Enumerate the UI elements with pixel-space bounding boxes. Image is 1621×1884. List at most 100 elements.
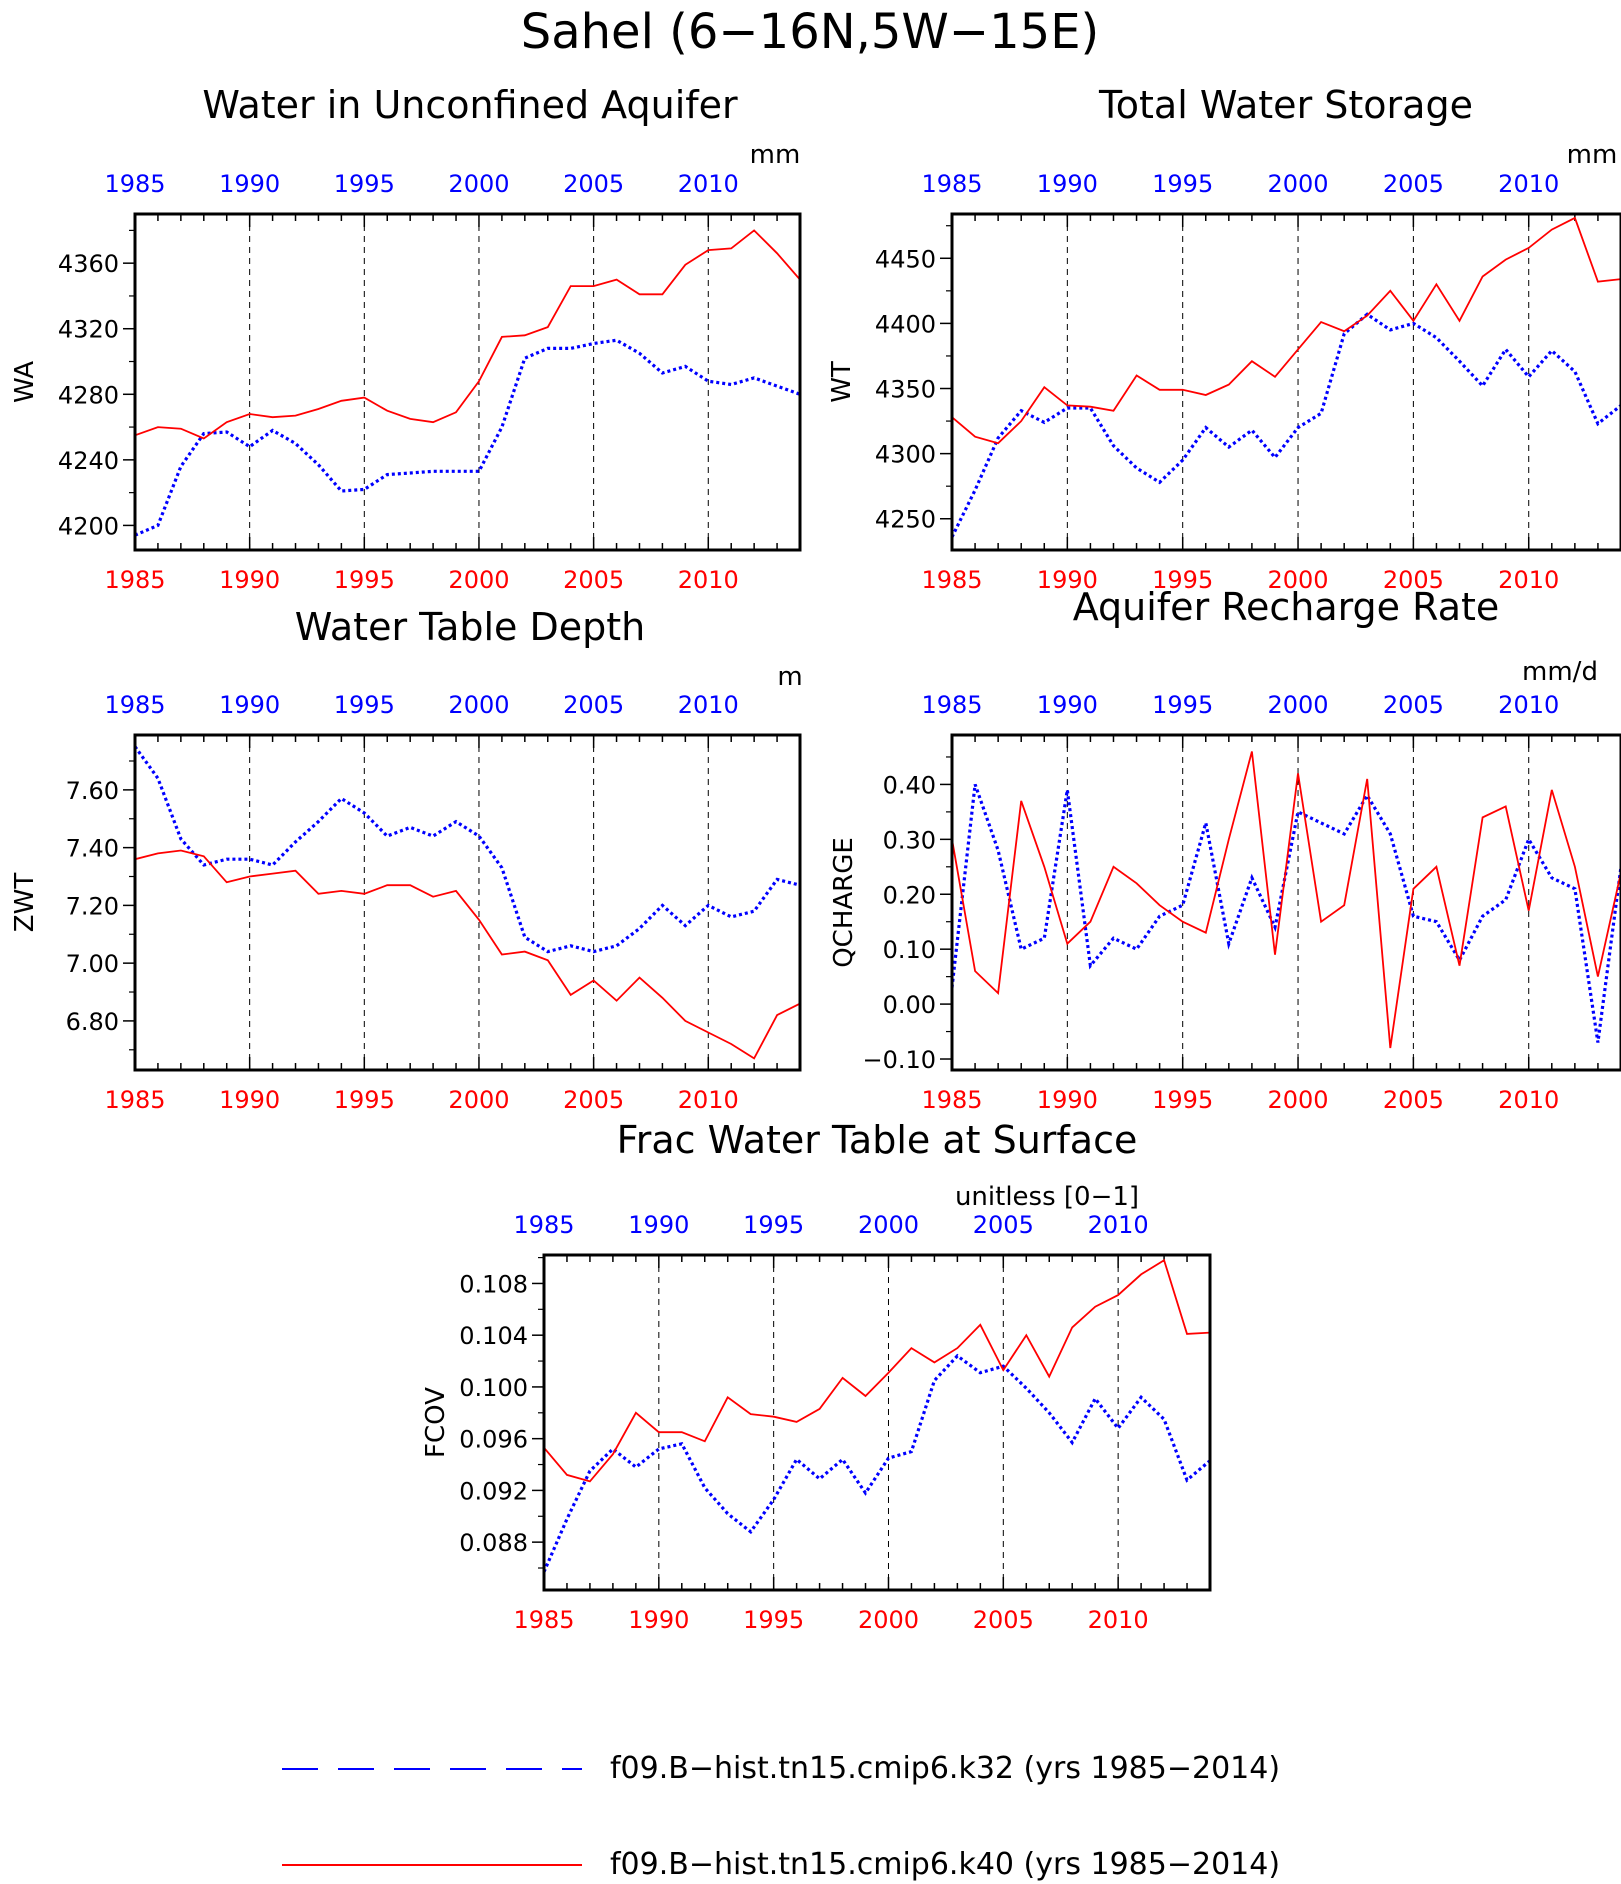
y-tick-label: 6.80 bbox=[66, 1008, 119, 1036]
x-tick-label-bottom: 2000 bbox=[448, 566, 509, 594]
y-axis-label: FCOV bbox=[421, 1387, 451, 1458]
x-tick-label-top: 2000 bbox=[1267, 691, 1328, 719]
y-tick-label: 4200 bbox=[58, 512, 119, 540]
x-tick-label-bottom: 2010 bbox=[678, 1086, 739, 1114]
x-tick-label-bottom: 2005 bbox=[563, 1086, 624, 1114]
x-tick-label-top: 1995 bbox=[334, 170, 395, 198]
panel-title: Frac Water Table at Surface bbox=[617, 1118, 1138, 1162]
units-label: mm/d bbox=[1522, 657, 1598, 687]
panel-zwt: Water Table Depth m ZWT 6.80 7.00 7.20 7.40 7.6… bbox=[10, 605, 803, 1114]
plot-frame bbox=[950, 733, 1621, 1072]
panel-wa: Water in Unconfined Aquifer mm WA 4200 4240 4… bbox=[10, 83, 802, 594]
series-line-k40 bbox=[544, 1258, 1210, 1483]
y-tick-label: 4250 bbox=[875, 506, 936, 534]
x-tick-label-bottom: 2010 bbox=[1498, 1086, 1559, 1114]
y-axis-label: ZWT bbox=[10, 873, 40, 933]
units-label: m bbox=[777, 662, 802, 692]
x-tick-label-bottom: 1990 bbox=[219, 566, 280, 594]
x-tick-label-bottom: 1995 bbox=[334, 566, 395, 594]
y-tick-label: 4240 bbox=[58, 447, 119, 475]
x-tick-label-bottom: 2010 bbox=[1498, 566, 1559, 594]
panels: Water in Unconfined Aquifer mm WA 4200 4240 4… bbox=[10, 83, 1621, 1634]
units-label: unitless [0−1] bbox=[955, 1182, 1139, 1212]
x-tick-label-bottom: 1985 bbox=[104, 566, 165, 594]
legend: f09.B−hist.tn15.cmip6.k32 (yrs 1985−2014… bbox=[282, 1751, 1280, 1882]
x-tick-label-bottom: 1995 bbox=[743, 1606, 804, 1634]
x-tick-label-top: 1995 bbox=[743, 1211, 804, 1239]
x-tick-label-top: 2000 bbox=[448, 691, 509, 719]
x-tick-label-bottom: 2000 bbox=[858, 1606, 919, 1634]
y-tick-label: 4280 bbox=[58, 381, 119, 409]
y-axis-label: WA bbox=[10, 361, 40, 403]
y-tick-label: 4300 bbox=[875, 441, 936, 469]
x-tick-label-top: 2000 bbox=[858, 1211, 919, 1239]
y-tick-label: 4450 bbox=[875, 245, 936, 273]
series-line-k32 bbox=[135, 338, 800, 537]
panel-fcov: Frac Water Table at Surface unitless [0−1… bbox=[421, 1118, 1212, 1634]
series-line-k32 bbox=[952, 783, 1621, 1043]
plot-frame bbox=[133, 212, 802, 552]
x-tick-label-top: 2000 bbox=[1267, 170, 1328, 198]
x-tick-label-top: 1995 bbox=[1152, 691, 1213, 719]
panel-title: Water Table Depth bbox=[295, 605, 646, 649]
x-tick-label-top: 2005 bbox=[973, 1211, 1034, 1239]
series-line-k40 bbox=[135, 229, 800, 440]
x-tick-label-top: 2010 bbox=[1088, 1211, 1149, 1239]
y-tick-label: 4320 bbox=[58, 316, 119, 344]
x-tick-label-bottom: 1990 bbox=[219, 1086, 280, 1114]
x-tick-label-top: 2000 bbox=[448, 170, 509, 198]
y-tick-label: 4400 bbox=[875, 310, 936, 338]
legend-label: f09.B−hist.tn15.cmip6.k32 (yrs 1985−2014… bbox=[610, 1751, 1280, 1786]
x-tick-label-bottom: 1990 bbox=[1037, 1086, 1098, 1114]
plot-frame bbox=[542, 1253, 1212, 1592]
y-axis-label: WT bbox=[827, 361, 857, 403]
x-tick-label-bottom: 1995 bbox=[1152, 1086, 1213, 1114]
x-tick-label-top: 1990 bbox=[219, 691, 280, 719]
x-tick-label-top: 1985 bbox=[921, 691, 982, 719]
y-tick-label: 7.60 bbox=[66, 777, 119, 805]
x-tick-label-bottom: 1985 bbox=[513, 1606, 574, 1634]
x-tick-label-bottom: 2005 bbox=[1383, 1086, 1444, 1114]
x-tick-label-top: 1985 bbox=[104, 170, 165, 198]
x-tick-label-top: 2010 bbox=[1498, 691, 1559, 719]
y-tick-label: 4350 bbox=[875, 376, 936, 404]
x-tick-label-top: 1995 bbox=[334, 691, 395, 719]
x-tick-label-top: 1995 bbox=[1152, 170, 1213, 198]
x-tick-label-bottom: 2000 bbox=[1267, 566, 1328, 594]
x-tick-label-top: 1990 bbox=[1037, 170, 1098, 198]
y-tick-label: 4360 bbox=[58, 250, 119, 278]
x-tick-label-bottom: 1990 bbox=[628, 1606, 689, 1634]
units-label: mm bbox=[1567, 140, 1618, 170]
y-tick-label: 0.20 bbox=[883, 881, 936, 909]
x-tick-label-bottom: 1995 bbox=[334, 1086, 395, 1114]
panel-title: Total Water Storage bbox=[1098, 83, 1473, 127]
x-tick-label-top: 1990 bbox=[219, 170, 280, 198]
x-tick-label-bottom: 2005 bbox=[563, 566, 624, 594]
x-tick-label-top: 1990 bbox=[628, 1211, 689, 1239]
x-tick-label-top: 2010 bbox=[678, 170, 739, 198]
x-tick-label-top: 1985 bbox=[513, 1211, 574, 1239]
y-tick-label: −0.10 bbox=[862, 1046, 936, 1074]
series-line-k40 bbox=[952, 216, 1621, 445]
y-tick-label: 0.00 bbox=[883, 991, 936, 1019]
x-tick-label-bottom: 1985 bbox=[921, 1086, 982, 1114]
x-tick-label-top: 1985 bbox=[104, 691, 165, 719]
y-tick-label: 7.20 bbox=[66, 892, 119, 920]
y-tick-label: 0.104 bbox=[459, 1322, 528, 1350]
y-tick-label: 0.092 bbox=[459, 1477, 528, 1505]
y-tick-label: 7.00 bbox=[66, 950, 119, 978]
panel-title: Water in Unconfined Aquifer bbox=[202, 83, 738, 127]
x-tick-label-top: 1990 bbox=[1037, 691, 1098, 719]
y-tick-label: 0.108 bbox=[459, 1270, 528, 1298]
x-tick-label-bottom: 2000 bbox=[448, 1086, 509, 1114]
x-tick-label-bottom: 2000 bbox=[1267, 1086, 1328, 1114]
y-tick-label: 0.40 bbox=[883, 771, 936, 799]
series-line-k32 bbox=[135, 745, 800, 954]
x-tick-label-bottom: 1985 bbox=[921, 566, 982, 594]
y-tick-label: 0.10 bbox=[883, 936, 936, 964]
series-line-k32 bbox=[544, 1353, 1210, 1573]
x-tick-label-bottom: 1995 bbox=[1152, 566, 1213, 594]
x-tick-label-top: 2010 bbox=[678, 691, 739, 719]
y-axis-label: QCHARGE bbox=[829, 837, 859, 968]
